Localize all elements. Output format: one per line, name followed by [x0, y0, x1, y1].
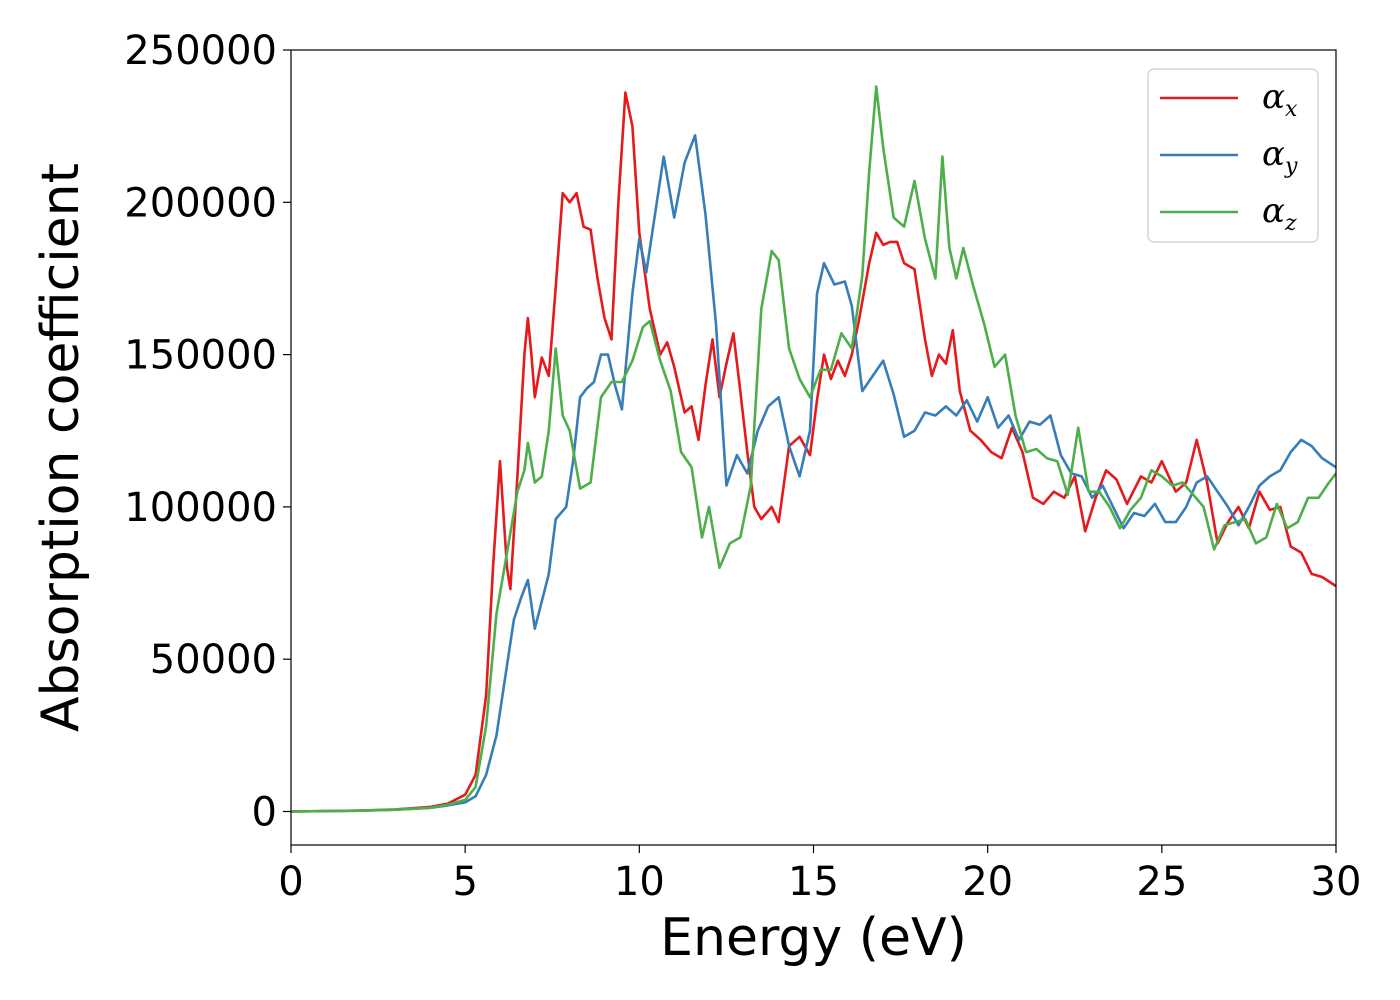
y-axis-label: Absorption coefficient [31, 163, 91, 732]
y-tick-label: 200000 [124, 180, 277, 226]
legend-entry-x: αx [1262, 77, 1298, 122]
legend-entry-y: αy [1262, 134, 1298, 179]
legend: αx αy αz [1147, 68, 1319, 243]
series-line-y [291, 134, 1336, 813]
x-tick-label: 10 [614, 859, 665, 905]
legend-entry-z: αz [1262, 191, 1297, 236]
x-tick-label: 0 [278, 859, 303, 905]
plot-frame [290, 49, 1337, 846]
plot-lines [291, 85, 1336, 813]
x-tick-label: 15 [788, 859, 839, 905]
x-tick-label: 30 [1311, 859, 1362, 905]
x-tick-label: 5 [452, 859, 477, 905]
x-tick-label: 25 [1136, 859, 1187, 905]
y-tick-label: 150000 [124, 333, 277, 379]
y-tick-label: 250000 [124, 28, 277, 74]
x-tick-label: 20 [962, 859, 1013, 905]
axis-ticks: 0 5 10 15 20 25 30 0 50000 100000 150000 200000 2500… [124, 28, 1361, 905]
y-tick-label: 50000 [150, 637, 277, 683]
series-line-z [291, 85, 1336, 813]
series-line-x [291, 91, 1336, 813]
y-tick-label: 0 [252, 789, 277, 835]
x-axis-label: Energy (eV) [660, 908, 967, 968]
y-tick-label: 100000 [124, 485, 277, 531]
